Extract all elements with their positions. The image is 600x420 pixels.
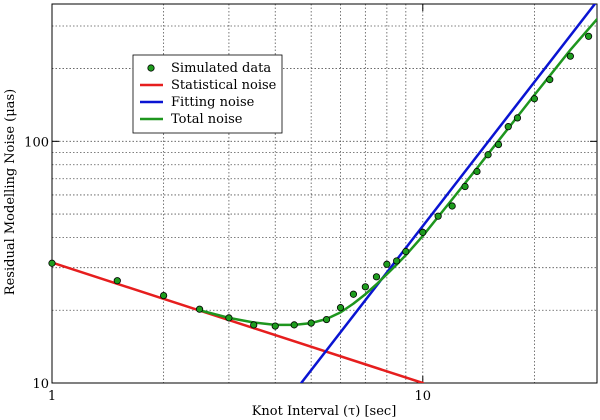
data-point: [336, 304, 345, 312]
data-point: [402, 247, 410, 256]
legend-label-simulated-data: Simulated data: [171, 61, 271, 76]
legend-label-fitting-noise: Fitting noise: [171, 95, 255, 110]
x-tick-label-10: 10: [415, 389, 432, 404]
statistical-noise-line: [52, 261, 425, 383]
data-point: [307, 319, 315, 327]
data-point: [448, 202, 456, 210]
data-point: [473, 167, 481, 176]
data-point: [271, 322, 279, 330]
x-tick-label-1: 1: [48, 389, 56, 404]
data-point: [322, 315, 331, 324]
data-point: [113, 277, 121, 285]
data-point: [372, 273, 381, 281]
data-point: [484, 151, 492, 159]
simulated-data-points: [48, 32, 593, 330]
data-point: [419, 228, 427, 236]
data-point: [513, 114, 522, 122]
legend-marker-simulated-data: [147, 64, 155, 72]
x-tick-labels: 1 10: [48, 389, 431, 404]
data-point: [225, 314, 233, 322]
data-point: [546, 76, 554, 84]
y-axis-title: Residual Modelling Noise (μas): [3, 89, 18, 295]
data-point: [504, 123, 512, 131]
y-tick-label-100: 100: [24, 135, 49, 150]
data-point: [349, 290, 358, 298]
fitting-noise-line: [299, 4, 597, 383]
data-point: [361, 283, 369, 291]
data-point: [48, 259, 56, 267]
data-point: [160, 291, 168, 300]
data-point: [290, 321, 298, 329]
x-axis-title: Knot Interval (τ) [sec]: [252, 404, 397, 419]
data-point: [566, 52, 574, 60]
data-point: [461, 182, 469, 191]
data-point: [383, 260, 391, 268]
legend: Simulated data Statistical noise Fitting…: [132, 54, 283, 134]
y-tick-label-10: 10: [32, 377, 49, 392]
data-point: [584, 32, 593, 40]
data-point: [393, 257, 401, 265]
y-tick-labels: 10 100: [24, 135, 49, 392]
legend-label-total-noise: Total noise: [171, 112, 243, 127]
data-point: [494, 140, 503, 149]
data-point: [530, 95, 539, 103]
data-point: [195, 305, 204, 313]
plot-frame: [51, 3, 598, 384]
legend-label-statistical-noise: Statistical noise: [171, 78, 277, 93]
data-point: [434, 212, 442, 220]
data-point: [250, 321, 258, 329]
